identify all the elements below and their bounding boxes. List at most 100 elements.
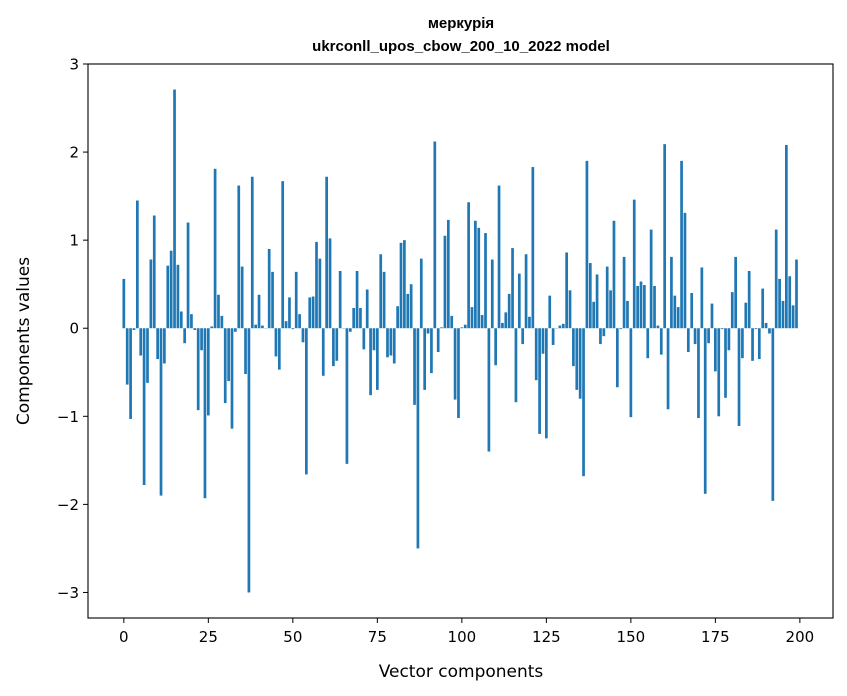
bar-component-193 — [774, 229, 778, 329]
bar-component-127 — [551, 328, 555, 345]
y-axis: −3 −2 −1 0 1 2 3 — [57, 56, 88, 602]
bar-component-172 — [703, 328, 707, 494]
bar-component-75 — [375, 328, 379, 390]
bar-component-179 — [727, 328, 731, 351]
bar-component-48 — [284, 321, 288, 329]
bar-component-8 — [149, 259, 153, 329]
bar-component-160 — [663, 144, 667, 329]
bar-component-66 — [345, 328, 349, 464]
bar-component-37 — [247, 328, 251, 593]
bars-group — [122, 89, 798, 593]
bar-component-74 — [372, 328, 376, 351]
bar-component-99 — [457, 328, 460, 419]
bar-component-15 — [173, 89, 176, 329]
bar-component-132 — [568, 290, 572, 329]
bar-component-180 — [730, 292, 734, 329]
bar-component-154 — [643, 285, 646, 329]
bar-component-140 — [595, 274, 599, 329]
y-tick-label: 2 — [69, 144, 79, 162]
bar-component-2 — [129, 328, 132, 419]
bar-component-124 — [541, 328, 545, 354]
bar-component-93 — [436, 328, 440, 353]
bar-component-55 — [308, 297, 312, 329]
bar-component-183 — [741, 328, 744, 359]
bar-component-130 — [561, 323, 565, 329]
bar-component-29 — [220, 315, 224, 329]
bar-component-56 — [311, 296, 315, 329]
bar-component-168 — [690, 292, 694, 329]
bar-component-94 — [440, 327, 443, 329]
bar-component-90 — [426, 328, 430, 334]
x-tick-label: 0 — [119, 628, 129, 646]
bar-component-144 — [609, 290, 612, 329]
bar-component-98 — [453, 328, 457, 400]
bar-component-54 — [305, 328, 308, 475]
bar-component-44 — [271, 271, 274, 329]
bar-component-101 — [463, 324, 467, 329]
bar-component-95 — [443, 235, 447, 329]
bar-component-103 — [470, 307, 474, 329]
bar-component-20 — [190, 314, 193, 329]
bar-component-111 — [497, 185, 501, 329]
bar-component-47 — [281, 181, 285, 329]
y-tick-label: 3 — [69, 56, 79, 74]
chart-title-line-1: меркурія — [428, 15, 494, 32]
x-tick-label: 25 — [199, 628, 218, 646]
bar-component-110 — [494, 328, 498, 366]
bar-component-108 — [487, 328, 491, 452]
bar-component-84 — [406, 293, 410, 329]
bar-component-30 — [223, 328, 227, 404]
bar-component-10 — [156, 328, 159, 360]
bar-component-138 — [588, 263, 592, 329]
bar-component-43 — [267, 248, 271, 329]
bar-component-184 — [744, 302, 748, 329]
bar-component-190 — [764, 322, 768, 329]
bar-component-181 — [734, 256, 738, 329]
bar-component-28 — [217, 294, 220, 329]
bar-component-32 — [230, 328, 234, 429]
bar-component-7 — [146, 328, 149, 383]
bar-component-113 — [504, 312, 508, 329]
x-axis: 0 25 50 75 100 125 150 175 200 — [119, 618, 814, 646]
y-axis-label: Components values — [14, 257, 34, 425]
bar-component-198 — [791, 305, 795, 329]
bar-component-187 — [754, 328, 758, 330]
bar-component-109 — [490, 259, 494, 329]
bar-component-23 — [200, 328, 203, 351]
bar-component-31 — [227, 328, 230, 382]
bar-component-116 — [514, 328, 518, 403]
bar-component-11 — [159, 328, 163, 496]
y-tick-label: 1 — [69, 232, 79, 250]
bar-component-182 — [737, 328, 741, 426]
bar-component-72 — [365, 289, 369, 329]
bar-component-51 — [294, 271, 298, 329]
y-tick-label: −3 — [57, 584, 79, 602]
plot-frame — [87, 63, 834, 619]
bar-component-38 — [250, 176, 254, 329]
bar-component-121 — [531, 167, 535, 329]
bar-component-87 — [416, 328, 420, 549]
bar-component-152 — [636, 285, 639, 329]
x-tick-label: 75 — [368, 628, 387, 646]
bar-component-61 — [328, 238, 332, 329]
bar-component-57 — [315, 241, 318, 329]
bar-component-5 — [139, 328, 143, 356]
bar-component-96 — [446, 219, 450, 329]
x-axis-label: Vector components — [379, 662, 544, 682]
bar-component-33 — [234, 328, 237, 332]
bar-component-40 — [257, 294, 261, 329]
bar-component-62 — [332, 328, 335, 367]
bar-component-79 — [389, 328, 393, 356]
bar-component-142 — [602, 328, 606, 337]
bar-component-64 — [338, 270, 342, 329]
bar-component-19 — [186, 222, 190, 329]
bar-component-107 — [484, 233, 487, 329]
bar-component-21 — [193, 328, 197, 330]
bar-component-195 — [781, 300, 785, 329]
bar-component-163 — [673, 295, 677, 329]
bar-component-189 — [761, 288, 765, 329]
bar-component-17 — [179, 311, 183, 329]
bar-component-173 — [707, 328, 710, 344]
bar-component-12 — [163, 328, 166, 364]
